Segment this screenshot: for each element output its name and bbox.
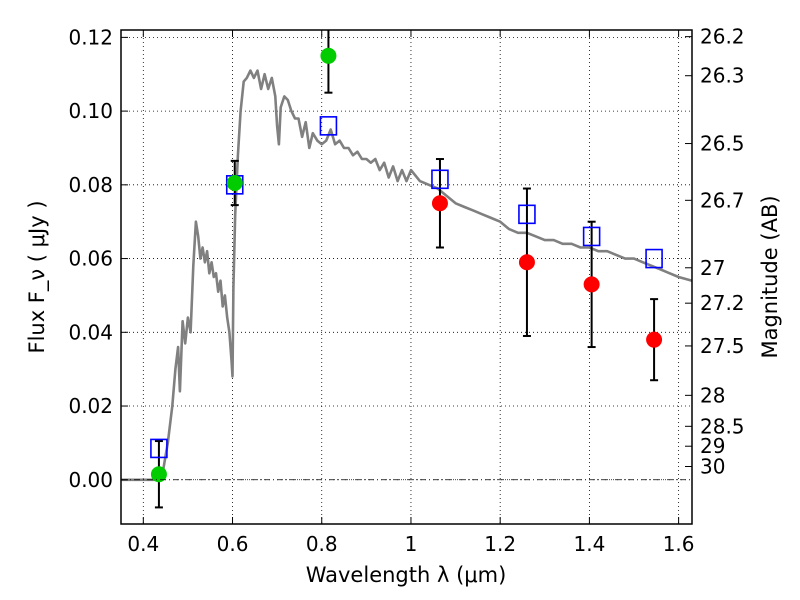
- model-photometry-square: [150, 438, 168, 459]
- magnitude-tick-label: 26.7: [700, 188, 745, 212]
- model-photometry-square: [582, 226, 601, 247]
- x-tick-label: 1.6: [663, 532, 695, 556]
- magnitude-tick-label: 27.2: [700, 291, 745, 315]
- observed-flux-point: [320, 47, 337, 64]
- observed-flux-point: [646, 331, 663, 348]
- x-tick-label: 1.2: [484, 532, 516, 556]
- magnitude-tick-label: 30: [700, 454, 725, 478]
- y-tick-label: 0.08: [68, 173, 113, 197]
- magnitude-axis-label: Magnitude (AB): [758, 195, 782, 358]
- y-tick-label: 0.02: [68, 394, 113, 418]
- model-photometry-square: [431, 169, 449, 190]
- magnitude-tick-label: 26.3: [700, 64, 745, 88]
- error-bars-layer: [154, 30, 659, 509]
- y-tick-label: 0.06: [68, 247, 113, 271]
- y-tick-label: 0.12: [68, 25, 113, 49]
- observed-flux-point: [226, 174, 243, 191]
- plot-frame: [120, 29, 693, 525]
- y-tick-label: 0.04: [68, 320, 113, 344]
- x-tick-label: 0.8: [306, 532, 338, 556]
- magnitude-tick-label: 28.5: [700, 414, 745, 438]
- x-tick-label: 0.4: [127, 532, 159, 556]
- model-photometry-square: [645, 248, 663, 269]
- x-axis-label: Wavelength λ (μm): [306, 563, 507, 587]
- y-tick-label: 0.10: [68, 99, 113, 123]
- x-axis-ticks: 0.4 0.6 0.8 1 1.2 1.4 1.6: [127, 30, 695, 556]
- model-photometry-square: [319, 116, 338, 136]
- x-tick-label: 0.6: [217, 532, 249, 556]
- observed-flux-point: [431, 195, 448, 212]
- observed-flux-point: [583, 276, 600, 293]
- observed-flux-point: [518, 254, 535, 271]
- model-spectrum-layer: [121, 69, 692, 482]
- y-tick-label: 0.00: [68, 468, 113, 492]
- model-photometry-square: [518, 204, 536, 225]
- magnitude-tick-label: 29: [700, 434, 725, 458]
- x-tick-label: 1.4: [573, 532, 605, 556]
- magnitude-tick-label: 27: [700, 256, 725, 280]
- magnitude-tick-label: 26.2: [700, 25, 745, 49]
- magnitude-tick-label: 28: [700, 383, 725, 407]
- circle-markers-layer: [150, 47, 663, 483]
- square-markers-layer: [150, 116, 663, 459]
- model-spectrum-line: [121, 69, 692, 482]
- observed-flux-point: [150, 466, 167, 483]
- x-tick-label: 1: [405, 532, 418, 556]
- magnitude-tick-label: 27.5: [700, 334, 745, 358]
- y-axis-label: Flux F_ν ( μJy ): [25, 200, 50, 353]
- grid-lines: [121, 30, 692, 524]
- y-axis-ticks: 0.00 0.02 0.04 0.06 0.08 0.10 0.12: [68, 25, 128, 492]
- magnitude-tick-label: 26.5: [700, 132, 745, 156]
